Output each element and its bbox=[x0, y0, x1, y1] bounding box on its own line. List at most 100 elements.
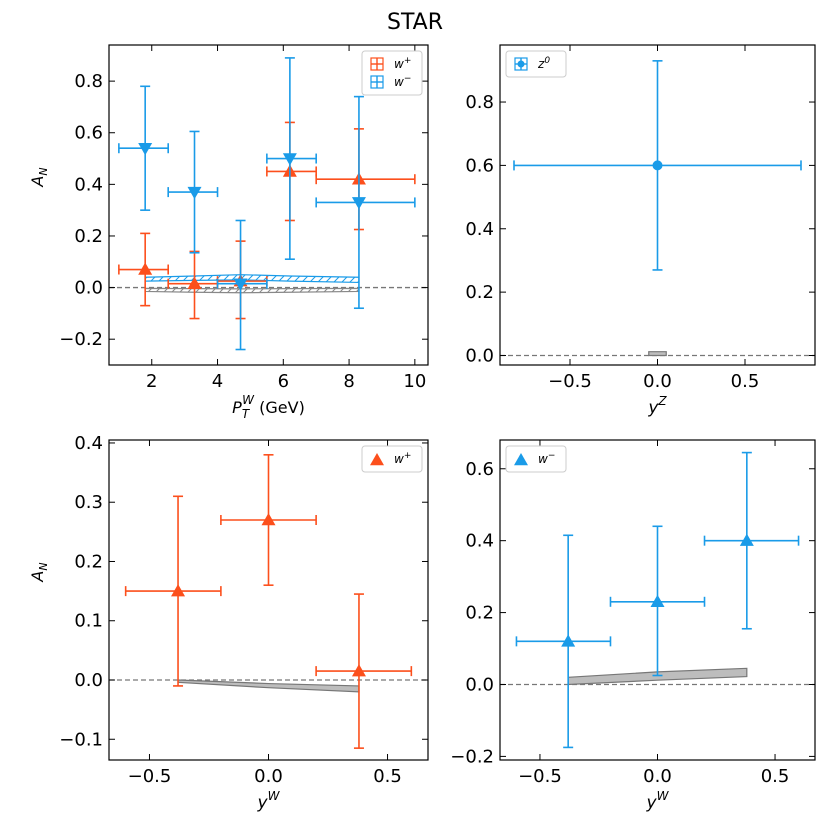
x-tick-label: 4 bbox=[212, 371, 223, 392]
data-marker bbox=[739, 533, 754, 546]
x-tick-label: 0.0 bbox=[254, 766, 283, 787]
y-tick-label: 0.0 bbox=[74, 278, 103, 299]
y-tick-label: 0.6 bbox=[465, 459, 494, 480]
figure-title: STAR bbox=[386, 10, 444, 35]
x-tick-label: 2 bbox=[146, 371, 157, 392]
y-tick-label: 0.8 bbox=[465, 92, 494, 113]
panel-top-left: 2 4 6 8 10 −0.2 0.0 0.2 0.4 0.6 0.8 PTW (GeV) AN w+ w− bbox=[28, 44, 429, 421]
panel-top-right: −0.5 0.0 0.5 0.0 0.2 0.4 0.6 0.8 yZ z0 bbox=[465, 44, 816, 418]
x-tick-label: −0.5 bbox=[128, 766, 172, 787]
legend-swatch bbox=[370, 57, 384, 71]
data-point bbox=[118, 232, 169, 307]
x-axis-label: yW bbox=[257, 789, 281, 813]
x-axis-label: yZ bbox=[647, 394, 667, 418]
panel-bottom-left: −0.5 0.0 0.5 −0.1 0.0 0.1 0.2 0.3 0.4 yW AN w+ bbox=[28, 433, 429, 813]
legend-marker bbox=[514, 57, 528, 71]
plot-area bbox=[500, 451, 815, 749]
y-tick-label: 0.6 bbox=[465, 155, 494, 176]
panel-bottom-right: −0.5 0.0 0.5 −0.2 0.0 0.2 0.4 0.6 yW w− bbox=[450, 439, 816, 813]
plot-area bbox=[109, 454, 428, 749]
x-tick-label: 0.0 bbox=[643, 766, 672, 787]
data-point bbox=[315, 128, 416, 231]
legend-label: w+ bbox=[394, 56, 411, 71]
y-tick-label: 0.6 bbox=[74, 123, 103, 144]
legend-box bbox=[361, 445, 423, 473]
data-point bbox=[167, 130, 219, 254]
data-marker bbox=[187, 276, 202, 289]
legend-label: w− bbox=[394, 74, 411, 89]
data-point bbox=[515, 534, 612, 749]
x-tick-label: −0.5 bbox=[518, 766, 562, 787]
data-point bbox=[266, 121, 317, 222]
data-point bbox=[118, 85, 169, 211]
y-tick-label: 0.1 bbox=[74, 611, 103, 632]
data-marker bbox=[514, 453, 528, 466]
data-point bbox=[220, 454, 317, 586]
x-axis-label: PTW (GeV) bbox=[232, 393, 305, 421]
legend: z0 bbox=[505, 50, 567, 78]
plot-frame bbox=[108, 44, 429, 366]
legend-marker bbox=[370, 75, 384, 89]
y-tick-label: 0.4 bbox=[465, 531, 494, 552]
legend: w+ bbox=[361, 445, 423, 473]
data-marker bbox=[138, 142, 153, 156]
y-axis-label: AN bbox=[28, 167, 50, 187]
data-marker bbox=[370, 453, 384, 466]
y-axis-label: AN bbox=[28, 562, 50, 582]
y-tick-label: −0.2 bbox=[59, 329, 103, 350]
data-marker bbox=[650, 594, 665, 608]
x-tick-label: 0.5 bbox=[731, 371, 760, 392]
x-tick-label: 0.0 bbox=[643, 371, 672, 392]
data-marker bbox=[351, 664, 366, 677]
y-tick-label: 0.2 bbox=[465, 603, 494, 624]
data-point bbox=[703, 451, 800, 630]
y-tick-label: 0.8 bbox=[74, 71, 103, 92]
series-W+ bbox=[124, 454, 413, 749]
series-Z0 bbox=[513, 60, 802, 271]
theory-band bbox=[144, 287, 360, 294]
data-point bbox=[266, 57, 317, 260]
data-point bbox=[124, 495, 222, 687]
y-tick-label: 0.2 bbox=[465, 282, 494, 303]
data-point bbox=[513, 60, 802, 271]
series-W− bbox=[515, 451, 800, 749]
series-W− bbox=[118, 57, 416, 351]
data-marker bbox=[233, 278, 248, 291]
legend: w− bbox=[505, 445, 567, 473]
data-marker bbox=[351, 197, 366, 210]
data-point bbox=[609, 525, 706, 677]
x-tick-label: 8 bbox=[343, 371, 354, 392]
legend-dot bbox=[517, 60, 525, 68]
legend-marker bbox=[370, 453, 384, 466]
data-point bbox=[315, 95, 416, 310]
legend: w+ w− bbox=[361, 50, 423, 96]
y-tick-label: −0.2 bbox=[450, 746, 494, 767]
y-tick-label: 0.4 bbox=[74, 433, 103, 454]
y-tick-label: 0.2 bbox=[74, 226, 103, 247]
legend-marker bbox=[514, 453, 528, 466]
y-tick-label: 0.0 bbox=[74, 670, 103, 691]
plot-area bbox=[109, 57, 428, 351]
x-tick-label: 0.5 bbox=[761, 766, 790, 787]
x-axis-label: yW bbox=[646, 789, 670, 813]
theory-band bbox=[648, 351, 667, 357]
y-tick-label: 0.0 bbox=[465, 674, 494, 695]
y-tick-label: −0.1 bbox=[59, 729, 103, 750]
data-point bbox=[216, 219, 268, 351]
y-tick-label: 0.0 bbox=[465, 345, 494, 366]
legend-marker bbox=[370, 57, 384, 71]
y-tick-label: 0.4 bbox=[74, 174, 103, 195]
legend-swatch bbox=[370, 75, 384, 89]
y-tick-label: 0.2 bbox=[74, 551, 103, 572]
x-tick-label: −0.5 bbox=[548, 371, 592, 392]
data-marker bbox=[261, 513, 276, 526]
legend-label: w− bbox=[538, 451, 555, 466]
plot-area bbox=[500, 60, 815, 357]
data-point bbox=[167, 250, 219, 320]
legend-box bbox=[505, 445, 567, 473]
data-point bbox=[315, 593, 413, 749]
x-tick-label: 6 bbox=[278, 371, 289, 392]
data-marker bbox=[187, 186, 202, 200]
